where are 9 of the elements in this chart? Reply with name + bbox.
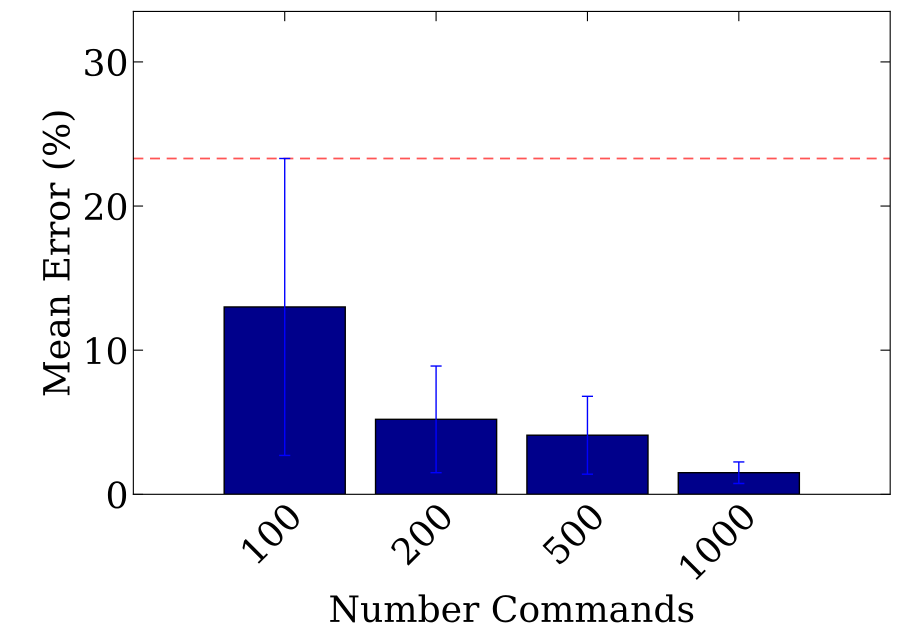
y-tick-label: 30 <box>85 48 126 76</box>
y-tick-label: 0 <box>108 481 126 509</box>
y-tick-label: 20 <box>84 192 126 220</box>
x-tick-label: 500 <box>541 501 606 566</box>
x-axis-title: Number Commands <box>330 594 694 622</box>
y-axis-title: Mean Error (%) <box>42 112 76 396</box>
y-tick-label: 10 <box>86 337 126 364</box>
x-tick-label: 100 <box>240 501 303 565</box>
x-tick-label: 200 <box>390 501 454 566</box>
